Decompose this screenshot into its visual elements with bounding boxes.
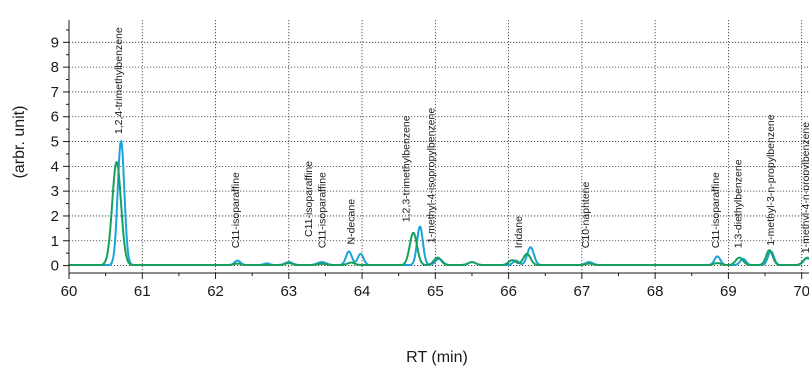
y-tick-label: 9 — [51, 34, 59, 51]
peak-annotation: C11-isoparaffine — [316, 172, 328, 248]
peak-annotation: 1,2,3-trimethylbenzene — [401, 115, 413, 222]
y-tick-label: 6 — [51, 109, 59, 126]
y-tick-label: 2 — [51, 208, 59, 225]
peak-annotation: C11-isoparaffine — [303, 161, 315, 237]
x-tick-label: 70 — [793, 283, 809, 300]
x-tick-label: 60 — [61, 283, 78, 300]
x-tick-label: 64 — [354, 283, 371, 300]
x-tick-label: 67 — [574, 283, 591, 300]
peak-annotation: C11-isoparaffine — [230, 172, 242, 248]
series-line-2 — [68, 161, 809, 267]
y-tick-label: 1 — [51, 233, 59, 250]
x-tick-label: 68 — [647, 283, 664, 300]
y-tick-label: 0 — [51, 258, 59, 275]
grid — [68, 20, 809, 273]
peak-annotation: 1,2,4-trimethylbenzene — [113, 27, 125, 134]
peak-annotation: 1-methyl-3-n-propylbenzene — [765, 114, 777, 245]
x-tick-label: 62 — [207, 283, 224, 300]
series-line-1 — [68, 140, 809, 267]
series-group — [68, 140, 809, 267]
y-tick-label: 3 — [51, 183, 59, 200]
x-tick-label: 69 — [720, 283, 737, 300]
x-tick-label: 61 — [134, 283, 151, 300]
x-tick-label: 66 — [500, 283, 517, 300]
y-axis-title: (arbr. unit) — [11, 106, 28, 179]
y-tick-label: 8 — [51, 59, 59, 76]
y-tick-label: 4 — [51, 158, 59, 175]
y-tick-label: 7 — [51, 84, 59, 101]
peak-annotation: 1-methyl-4-n-propylbenzene — [800, 122, 809, 253]
x-tick-label: 63 — [280, 283, 297, 300]
y-tick-label: 5 — [51, 134, 59, 151]
peak-annotation: 1-methyl-4-isopropylbenzene — [426, 108, 438, 244]
peak-annotation: N-decane — [346, 199, 358, 245]
peak-annotation: 1,3-diethylbenzene — [733, 159, 745, 248]
peak-annotation: C10-naphtene — [580, 181, 592, 248]
x-tick-label: 65 — [427, 283, 444, 300]
x-axis-title: RT (min) — [406, 349, 468, 366]
peak-annotation: Iridane — [513, 216, 525, 248]
peak-annotation: C11-isoparaffine — [710, 172, 722, 248]
